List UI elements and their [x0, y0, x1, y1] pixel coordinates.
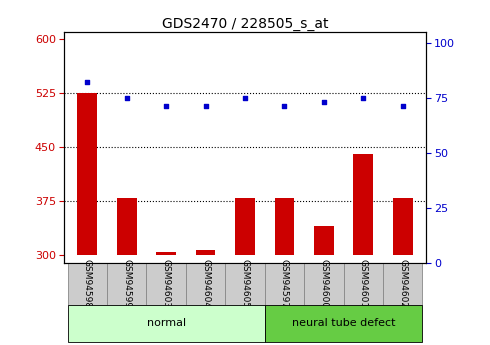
Bar — [77, 93, 97, 255]
Text: GSM94597: GSM94597 — [280, 259, 289, 308]
FancyBboxPatch shape — [343, 263, 383, 305]
Text: GSM94598: GSM94598 — [83, 259, 92, 308]
FancyBboxPatch shape — [383, 263, 422, 305]
Point — [280, 104, 288, 109]
Bar — [314, 226, 334, 255]
Text: GSM94600: GSM94600 — [319, 259, 328, 308]
FancyBboxPatch shape — [225, 263, 265, 305]
Text: GSM94599: GSM94599 — [122, 259, 131, 308]
Point — [241, 95, 249, 100]
Point — [83, 79, 91, 85]
Point — [123, 95, 131, 100]
FancyBboxPatch shape — [265, 263, 304, 305]
Text: GSM94602: GSM94602 — [398, 259, 407, 308]
Point — [359, 95, 367, 100]
FancyBboxPatch shape — [147, 263, 186, 305]
Bar — [196, 249, 216, 255]
FancyBboxPatch shape — [304, 263, 343, 305]
Text: GSM94605: GSM94605 — [241, 259, 249, 308]
Bar — [274, 198, 294, 255]
Bar — [353, 154, 373, 255]
Point — [162, 104, 170, 109]
Text: GSM94601: GSM94601 — [359, 259, 368, 308]
FancyBboxPatch shape — [186, 263, 225, 305]
FancyBboxPatch shape — [107, 263, 147, 305]
Text: normal: normal — [147, 318, 186, 328]
Text: GSM94603: GSM94603 — [162, 259, 171, 308]
Point — [399, 104, 407, 109]
Point — [320, 99, 328, 105]
Point — [202, 104, 210, 109]
FancyBboxPatch shape — [265, 305, 422, 342]
Text: GSM94604: GSM94604 — [201, 259, 210, 308]
FancyBboxPatch shape — [68, 263, 107, 305]
FancyBboxPatch shape — [68, 305, 265, 342]
Bar — [393, 198, 413, 255]
Title: GDS2470 / 228505_s_at: GDS2470 / 228505_s_at — [162, 17, 328, 31]
Bar — [156, 252, 176, 255]
Bar — [235, 198, 255, 255]
Text: neural tube defect: neural tube defect — [292, 318, 395, 328]
Bar — [117, 198, 137, 255]
